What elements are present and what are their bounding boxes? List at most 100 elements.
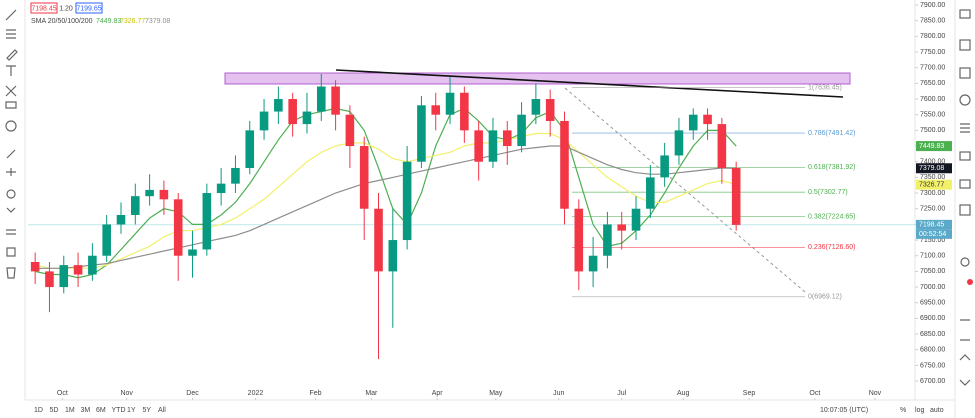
countdown-box	[916, 229, 952, 239]
candle-body	[231, 167, 240, 184]
bid: 7198.45	[31, 5, 56, 12]
candle-body	[588, 255, 598, 272]
y-tick-label: 7850.00	[920, 18, 945, 25]
countdown: 00:52:54	[919, 231, 946, 238]
range-button[interactable]: All	[158, 407, 166, 414]
candle-body	[688, 114, 698, 131]
y-tick-label: 7550.00	[920, 112, 945, 119]
candle-body	[545, 99, 555, 121]
indicator-title: SMA 20/50/100/200	[31, 18, 93, 25]
price-box	[916, 163, 952, 174]
candle-body	[59, 265, 69, 288]
candle-body	[402, 161, 412, 241]
candle-body	[574, 208, 584, 272]
candle-body	[45, 271, 54, 288]
x-tick-label: May	[489, 390, 503, 397]
clock: 10:07:05 (UTC)	[820, 407, 868, 414]
candle-body	[560, 120, 569, 209]
range-button[interactable]: 6M	[96, 407, 106, 414]
scale-option[interactable]: auto	[930, 407, 944, 414]
range-button[interactable]: 1D	[34, 407, 43, 414]
right-toolbar[interactable]	[959, 9, 973, 386]
range-button[interactable]: 1M	[65, 407, 75, 414]
y-tick-label: 7300.00	[920, 190, 945, 197]
candle-body	[316, 86, 326, 112]
fib-label: 0.618(7381.92)	[808, 164, 855, 171]
price-box	[916, 179, 952, 190]
candle-body	[374, 208, 383, 272]
candle-body	[646, 177, 655, 209]
price-box-label: 7449.83	[919, 143, 944, 150]
y-tick-label: 7400.00	[920, 159, 945, 166]
bottom-bar: 1D 5D 1M 3M 6M YTD 1Y 5Y All 10:07:05 (UTC)% log au…	[34, 407, 944, 414]
price-box-label: 7379.08	[919, 165, 944, 172]
price-box-label: 7198.45	[919, 222, 944, 229]
y-tick-label: 6700.00	[920, 378, 945, 385]
candle-body	[445, 92, 455, 115]
x-tick-label: Oct	[809, 390, 820, 397]
candle-body	[603, 224, 612, 256]
price-box-label: 7326.77	[919, 182, 944, 189]
candle-body	[388, 240, 398, 272]
candle-body	[145, 189, 154, 197]
candle-body	[502, 130, 512, 147]
ask-box[interactable]	[75, 2, 103, 14]
candle-body	[288, 99, 297, 125]
x-tick-label: 2022	[248, 390, 264, 397]
trendline	[335, 69, 844, 98]
x-tick-label: Sep	[743, 390, 756, 397]
candle-body	[703, 114, 712, 125]
y-tick-label: 6900.00	[920, 315, 945, 322]
y-tick-label: 6850.00	[920, 331, 945, 338]
price-box	[916, 141, 952, 152]
y-tick-label: 7250.00	[920, 206, 945, 213]
candle-body	[488, 130, 498, 162]
scale-option[interactable]: %	[900, 407, 906, 414]
candle-body	[274, 99, 283, 112]
fib-label: 0(6969.12)	[808, 294, 842, 301]
range-button[interactable]: 3M	[81, 407, 91, 414]
moving-average	[35, 145, 737, 269]
range-button[interactable]: 1Y	[127, 407, 136, 414]
x-tick-label: Feb	[310, 390, 322, 397]
candle-body	[517, 114, 526, 147]
candle-body	[431, 105, 441, 115]
range-button[interactable]: 5Y	[143, 407, 152, 414]
x-tick-label: Mar	[365, 390, 378, 397]
indicator-value: 7326.77	[120, 18, 145, 25]
candle-body	[474, 130, 483, 162]
scale-option[interactable]: log	[915, 407, 924, 414]
candle-body	[102, 224, 111, 256]
y-tick-label: 7650.00	[920, 80, 945, 87]
candle-body	[30, 261, 40, 272]
fib-label: 0.236(7126.60)	[808, 244, 855, 251]
y-tick-label: 6750.00	[920, 362, 945, 369]
candle-body	[302, 111, 312, 125]
y-tick-label: 7350.00	[920, 174, 945, 181]
moving-average	[35, 107, 737, 279]
candle-body	[202, 193, 212, 250]
y-tick-label: 7800.00	[920, 33, 945, 40]
x-tick-label: Aug	[677, 390, 690, 397]
candle-body	[674, 130, 684, 156]
fib-trend	[564, 87, 806, 293]
fib-label: 0.382(7224.65)	[808, 214, 855, 221]
y-tick-label: 7750.00	[920, 49, 945, 56]
ask: 7199.65	[76, 5, 101, 12]
notification-dot	[967, 279, 973, 285]
y-tick-label: 7600.00	[920, 96, 945, 103]
candle-body	[131, 196, 140, 215]
candle-body	[331, 86, 340, 115]
range-button[interactable]: YTD	[112, 407, 126, 414]
bid-box[interactable]	[30, 2, 58, 14]
y-tick-label: 6950.00	[920, 300, 945, 307]
plot-area: 6700.00 6750.00 6800.00 6850.00 6900.00 6950.…	[28, 2, 952, 400]
y-tick-label: 7700.00	[920, 65, 945, 72]
candle-body	[116, 214, 126, 225]
candle-body	[617, 224, 627, 231]
spread: 1.20	[59, 5, 73, 12]
left-toolbar[interactable]	[5, 9, 18, 279]
range-button[interactable]: 5D	[50, 407, 59, 414]
